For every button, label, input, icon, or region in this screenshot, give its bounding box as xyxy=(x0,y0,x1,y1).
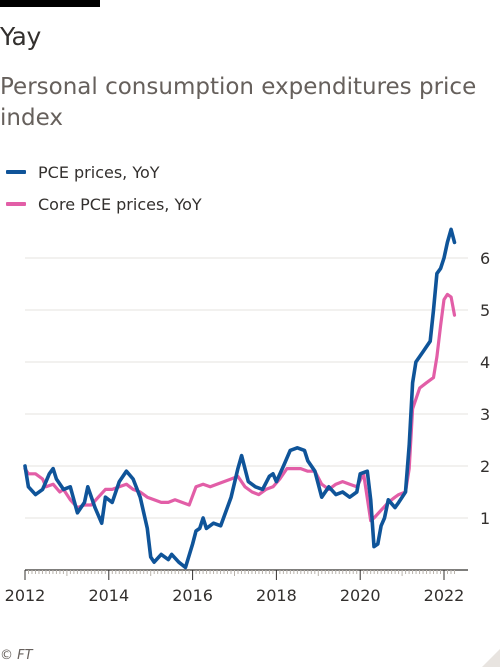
legend-label-core-pce: Core PCE prices, YoY xyxy=(38,194,202,214)
y-tick-label: 4 xyxy=(480,353,490,372)
y-tick-label: 5 xyxy=(480,301,490,320)
y-tick-label: 1 xyxy=(480,509,490,528)
legend-label-pce: PCE prices, YoY xyxy=(38,162,160,182)
chart-title: Personal consumption expenditures price … xyxy=(0,74,477,131)
corner-fold xyxy=(482,649,500,667)
legend-swatch-core-pce xyxy=(6,202,26,206)
x-tick-label: 2014 xyxy=(88,586,129,605)
x-tick-label: 2020 xyxy=(340,586,381,605)
x-tick-label: 2016 xyxy=(172,586,213,605)
brand-bar xyxy=(0,0,100,7)
legend-item-core-pce: Core PCE prices, YoY xyxy=(0,188,202,220)
y-tick-label: 3 xyxy=(480,405,490,424)
source-credit: © FT xyxy=(0,648,33,663)
series-line-pce xyxy=(23,227,457,570)
x-tick-label: 2018 xyxy=(256,586,297,605)
chart-legend: PCE prices, YoY Core PCE prices, YoY xyxy=(0,156,202,220)
legend-item-pce: PCE prices, YoY xyxy=(0,156,202,188)
x-tick-label: 2022 xyxy=(424,586,465,605)
headline: Yay xyxy=(0,22,42,51)
y-tick-label: 6 xyxy=(480,249,490,268)
x-tick-label: 2012 xyxy=(5,586,46,605)
legend-swatch-pce xyxy=(6,170,26,174)
y-tick-label: 2 xyxy=(480,457,490,476)
